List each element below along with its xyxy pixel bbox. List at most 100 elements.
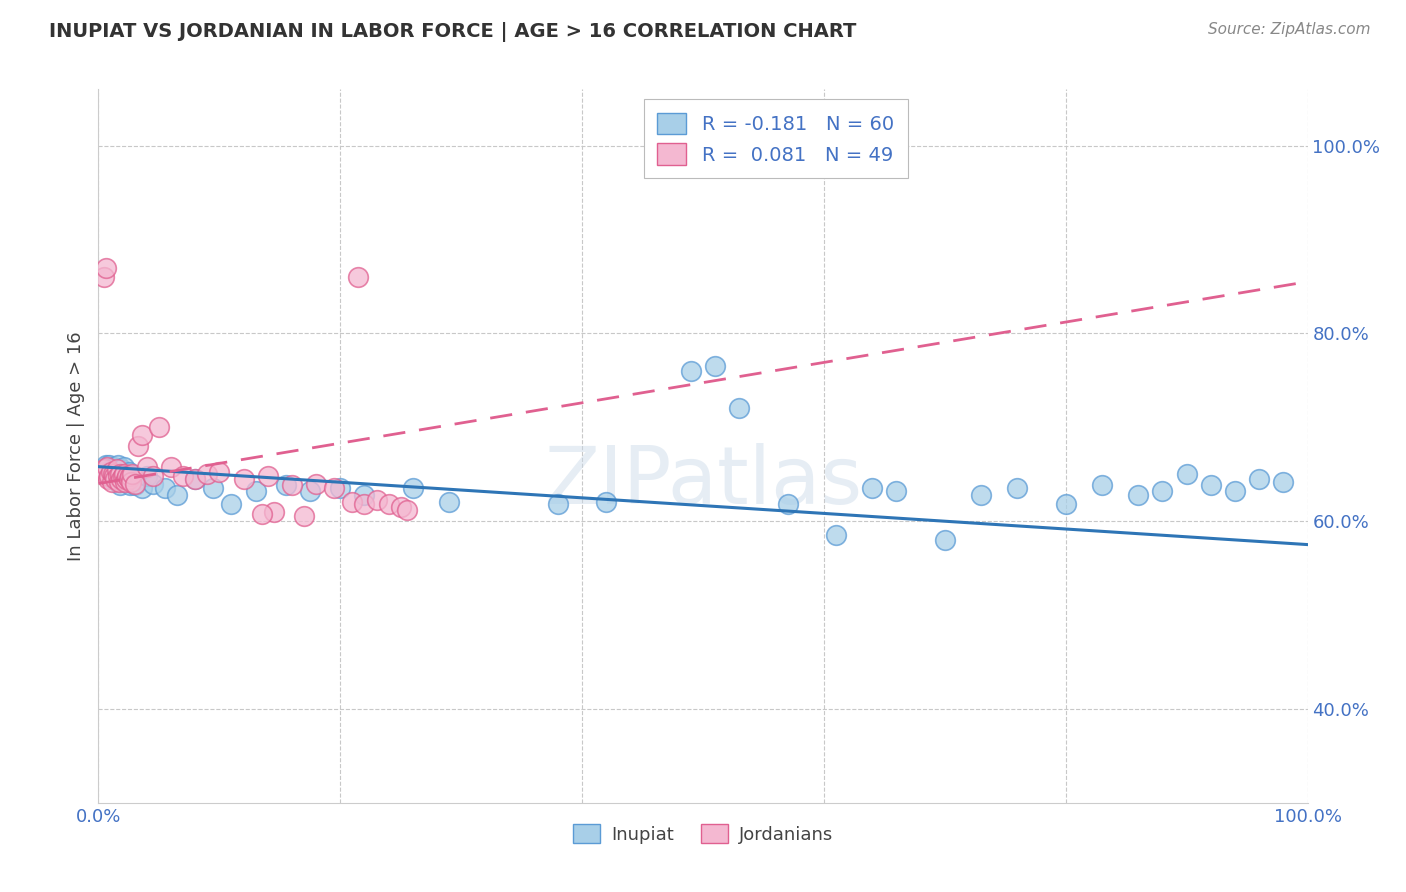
Point: [120, 475, 142, 489]
Point: [112, 467, 135, 482]
Point: [166, 488, 188, 502]
Point: [107, 469, 129, 483]
Point: [547, 497, 569, 511]
Point: [250, 507, 273, 521]
Point: [353, 497, 375, 511]
Point: [111, 474, 134, 488]
Point: [221, 497, 243, 511]
Point: [124, 478, 146, 492]
Point: [108, 475, 131, 489]
Point: [98, 458, 121, 472]
Point: [104, 472, 127, 486]
Point: [118, 465, 141, 479]
Point: [389, 500, 412, 514]
Point: [1091, 478, 1114, 492]
Point: [377, 497, 399, 511]
Point: [114, 475, 136, 489]
Point: [96, 459, 118, 474]
Point: [100, 475, 122, 489]
Point: [195, 467, 218, 482]
Point: [135, 459, 157, 474]
Point: [108, 478, 131, 492]
Point: [1199, 478, 1222, 492]
Point: [263, 505, 285, 519]
Point: [1128, 488, 1150, 502]
Point: [256, 469, 278, 483]
Point: [232, 472, 254, 486]
Point: [131, 481, 153, 495]
Point: [776, 497, 799, 511]
Point: [118, 478, 141, 492]
Point: [96, 462, 118, 476]
Point: [860, 481, 883, 495]
Point: [117, 469, 139, 483]
Point: [970, 488, 993, 502]
Point: [184, 472, 207, 486]
Point: [108, 475, 131, 489]
Point: [105, 469, 128, 483]
Text: Source: ZipAtlas.com: Source: ZipAtlas.com: [1208, 22, 1371, 37]
Point: [1249, 472, 1271, 486]
Point: [114, 469, 136, 483]
Point: [93, 462, 115, 476]
Point: [825, 528, 848, 542]
Point: [323, 481, 346, 495]
Text: INUPIAT VS JORDANIAN IN LABOR FORCE | AGE > 16 CORRELATION CHART: INUPIAT VS JORDANIAN IN LABOR FORCE | AG…: [49, 22, 856, 42]
Point: [142, 476, 165, 491]
Point: [595, 495, 617, 509]
Point: [679, 364, 702, 378]
Point: [172, 469, 194, 483]
Point: [103, 469, 125, 483]
Point: [886, 484, 908, 499]
Point: [347, 270, 370, 285]
Point: [105, 462, 128, 476]
Point: [329, 481, 352, 495]
Point: [100, 472, 122, 486]
Point: [115, 467, 138, 482]
Point: [142, 469, 165, 483]
Point: [97, 469, 120, 483]
Point: [1272, 475, 1295, 489]
Point: [437, 495, 460, 509]
Point: [118, 472, 141, 486]
Point: [115, 472, 138, 486]
Point: [110, 462, 132, 476]
Point: [103, 459, 125, 474]
Point: [148, 420, 170, 434]
Point: [1223, 484, 1246, 499]
Point: [299, 484, 322, 499]
Point: [1007, 481, 1029, 495]
Point: [1152, 484, 1174, 499]
Y-axis label: In Labor Force | Age > 16: In Labor Force | Age > 16: [66, 331, 84, 561]
Point: [305, 476, 328, 491]
Point: [353, 488, 375, 502]
Point: [934, 533, 956, 547]
Point: [395, 503, 418, 517]
Point: [100, 465, 122, 479]
Point: [110, 472, 132, 486]
Point: [101, 467, 124, 482]
Point: [117, 473, 139, 487]
Point: [118, 469, 141, 483]
Point: [131, 427, 153, 442]
Point: [111, 469, 134, 483]
Point: [274, 478, 297, 492]
Point: [108, 467, 131, 482]
Point: [245, 484, 267, 499]
Point: [208, 465, 231, 479]
Point: [184, 472, 207, 486]
Point: [127, 439, 149, 453]
Point: [127, 472, 149, 486]
Point: [100, 462, 122, 476]
Point: [1175, 467, 1198, 482]
Point: [281, 478, 304, 492]
Point: [124, 476, 146, 491]
Point: [292, 509, 315, 524]
Point: [101, 467, 124, 482]
Point: [107, 458, 129, 472]
Point: [94, 467, 117, 482]
Text: ZIPatlas: ZIPatlas: [544, 442, 862, 521]
Point: [94, 260, 117, 275]
Point: [342, 495, 364, 509]
Point: [104, 465, 127, 479]
